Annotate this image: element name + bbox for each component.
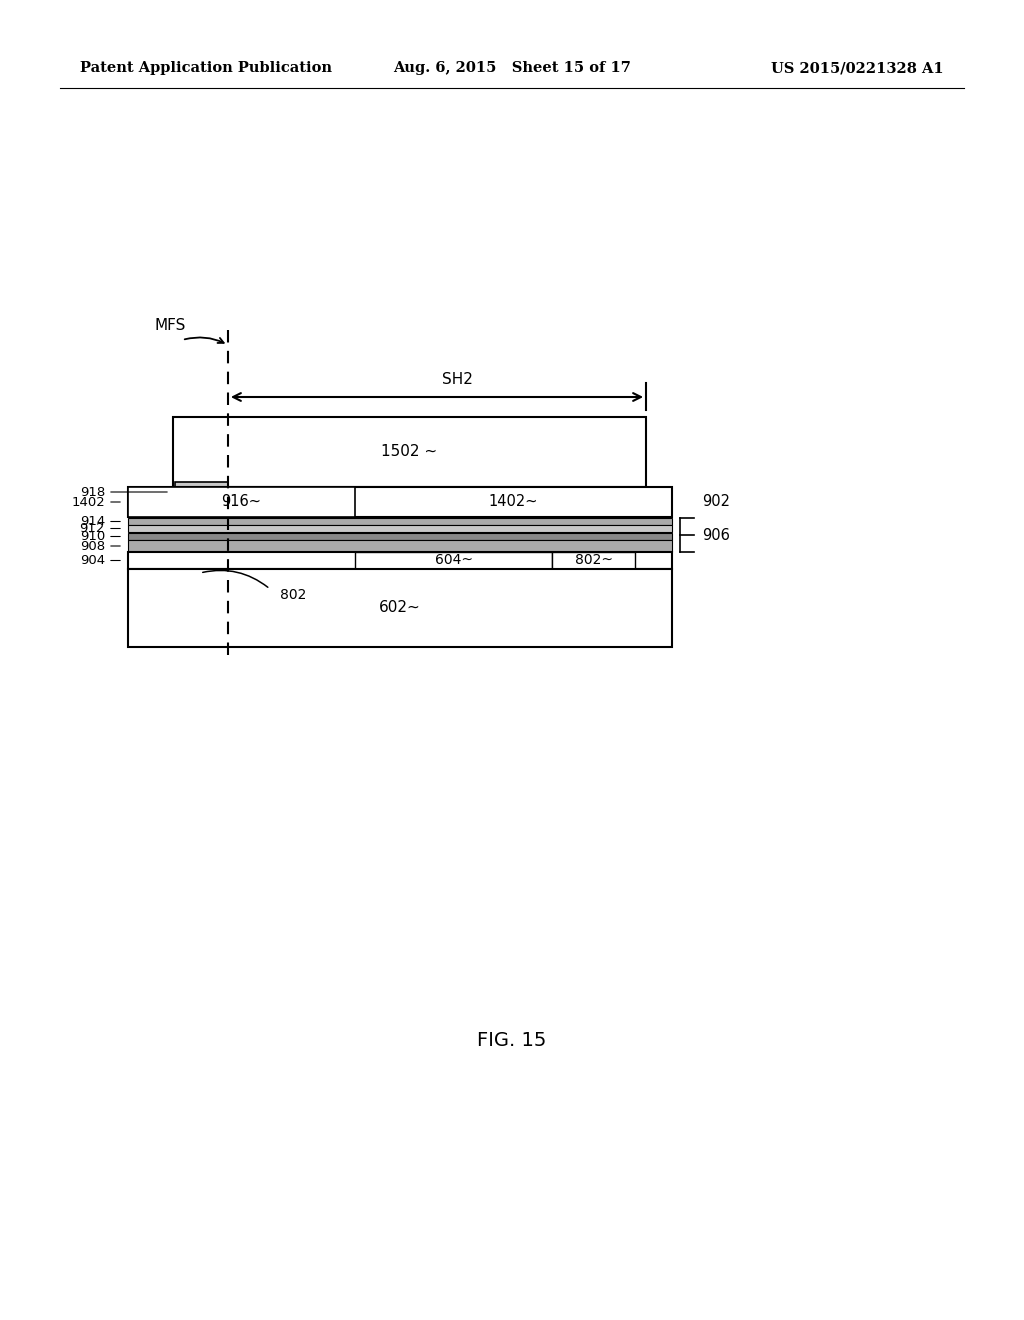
Bar [552, 552, 635, 569]
Bar [128, 569, 672, 647]
Text: Patent Application Publication: Patent Application Publication [80, 61, 332, 75]
Bar [355, 552, 552, 569]
Bar [175, 482, 228, 502]
Text: 914: 914 [80, 515, 105, 528]
Text: 918: 918 [80, 486, 105, 499]
Text: 910: 910 [80, 531, 105, 543]
Text: 1402~: 1402~ [488, 495, 539, 510]
Text: 802: 802 [280, 587, 306, 602]
Text: 1402: 1402 [72, 495, 105, 508]
Bar [128, 552, 672, 569]
Text: FIG. 15: FIG. 15 [477, 1031, 547, 1049]
Text: 802~: 802~ [574, 553, 612, 568]
Bar [173, 417, 646, 487]
Text: 1502 ~: 1502 ~ [381, 445, 437, 459]
Text: US 2015/0221328 A1: US 2015/0221328 A1 [771, 61, 944, 75]
Text: 604~: 604~ [434, 553, 472, 568]
Bar [128, 540, 672, 552]
Text: 902: 902 [702, 495, 730, 510]
Bar [128, 487, 355, 517]
Bar [128, 517, 672, 525]
Bar [128, 525, 672, 532]
Text: 904: 904 [80, 554, 105, 568]
Text: 906: 906 [702, 528, 730, 543]
Text: 916~: 916~ [221, 495, 261, 510]
Text: 602~: 602~ [379, 601, 421, 615]
Text: 908: 908 [80, 540, 105, 553]
Text: 912: 912 [80, 521, 105, 535]
Text: SH2: SH2 [441, 372, 472, 387]
Bar [128, 533, 672, 540]
Text: MFS: MFS [155, 318, 185, 333]
Text: Aug. 6, 2015   Sheet 15 of 17: Aug. 6, 2015 Sheet 15 of 17 [393, 61, 631, 75]
Bar [128, 487, 672, 517]
